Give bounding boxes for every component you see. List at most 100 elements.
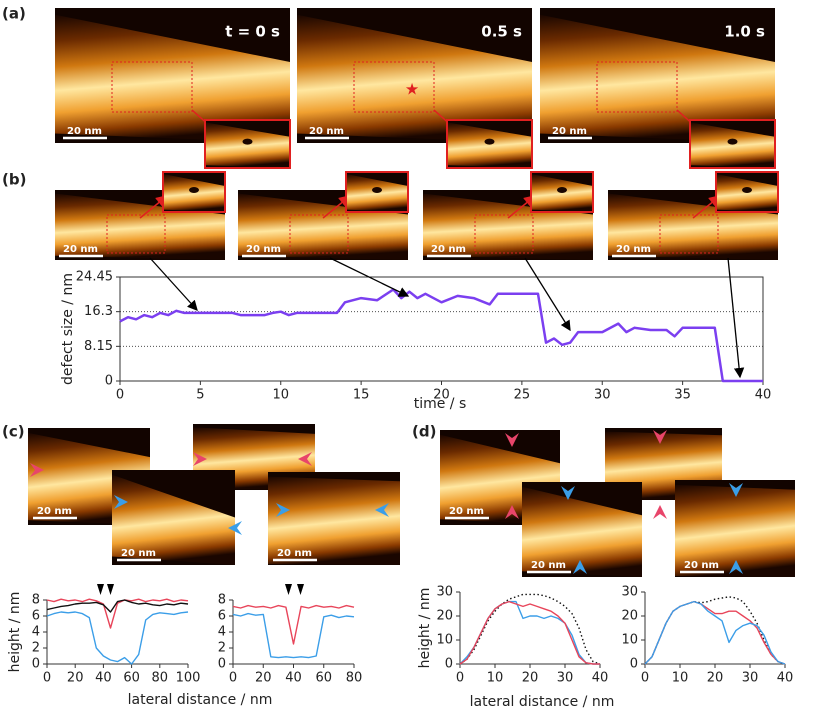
afm-image: 20 nm (268, 472, 400, 565)
region-box (289, 214, 349, 254)
scale-label: 20 nm (552, 126, 587, 137)
inset-border (530, 171, 594, 213)
marker-arrow (193, 452, 207, 466)
region-box (353, 61, 435, 113)
data-line (46, 599, 189, 613)
axes (232, 600, 354, 665)
y-tick-label: 0 (218, 657, 226, 672)
afm-image: 0.5 s 20 nm (297, 8, 532, 143)
x-tick-label: 25 (514, 388, 531, 403)
afm-image (715, 171, 779, 213)
x-axis-label: lateral distance / nm (128, 692, 273, 708)
y-tick-label: 24.45 (76, 270, 113, 285)
afm-image: t = 0 s 20 nm (55, 8, 290, 143)
panel-label: (c) (2, 423, 25, 441)
data-line (46, 598, 189, 629)
time-label: 0.5 s (481, 23, 522, 41)
marker-arrow (561, 486, 575, 500)
y-tick-label: 2 (32, 641, 40, 656)
marker-arrow (228, 521, 242, 535)
y-tick-label: 2 (218, 641, 226, 656)
scale-label: 20 nm (531, 560, 566, 571)
x-tick-label: 20 (707, 671, 724, 686)
marker-arrow (729, 560, 743, 574)
y-tick-label: 10 (621, 633, 638, 648)
defect (189, 187, 199, 193)
line-chart: 0 10 20 30 0 10 20 30 40 height / nm lateral dista… (417, 585, 614, 711)
inset-border (204, 119, 291, 169)
marker-arrow (30, 463, 44, 477)
annotations (97, 257, 745, 595)
panel-label: (b) (2, 171, 26, 189)
marker-arrow (505, 433, 519, 447)
time-label: t = 0 s (225, 23, 280, 41)
y-tick-label: 10 (436, 633, 453, 648)
afm-images: t = 0 s 20 nm 0.5 s 20 nm 1.0 s 20 nm ★ 20 nm 20… (28, 8, 795, 577)
defect (372, 187, 382, 193)
line-chart: 0 10 20 30 0 10 20 30 40 (621, 585, 793, 686)
scale-label: 20 nm (431, 244, 466, 255)
y-tick-label: 6 (218, 609, 226, 624)
region-box (659, 214, 719, 254)
region-box (106, 214, 166, 254)
marker-arrow (375, 503, 389, 517)
y-axis-label: height / nm (417, 588, 433, 669)
defect (742, 187, 752, 193)
afm-image (345, 171, 409, 213)
x-tick-label: 0 (116, 388, 124, 403)
x-tick-label: 10 (672, 671, 689, 686)
y-tick-label: 30 (621, 585, 638, 600)
data-line (459, 600, 600, 665)
chevron (97, 584, 114, 595)
scale-label: 20 nm (67, 126, 102, 137)
axes (644, 592, 785, 665)
x-tick-label: 40 (592, 671, 609, 686)
image-band (522, 486, 642, 577)
x-tick-label: 80 (346, 671, 363, 686)
y-tick-label: 0 (445, 657, 453, 672)
x-tick-label: 10 (272, 388, 289, 403)
defect (727, 138, 738, 145)
afm-image (204, 119, 291, 169)
afm-image (162, 171, 226, 213)
plot-frame (119, 276, 764, 382)
panel-label: (d) (412, 423, 436, 441)
x-tick-label: 40 (755, 388, 772, 403)
x-tick-label: 35 (674, 388, 691, 403)
afm-image: 20 nm (522, 482, 642, 577)
scale-label: 20 nm (449, 506, 484, 517)
afm-image (530, 171, 594, 213)
scale-label: 20 nm (121, 548, 156, 559)
defect (484, 138, 495, 145)
y-tick-label: 20 (436, 609, 453, 624)
star: ★ (405, 80, 419, 99)
y-tick-label: 4 (32, 625, 40, 640)
scale-label: 20 nm (63, 244, 98, 255)
inset-border (162, 171, 226, 213)
image-band (297, 14, 532, 143)
defect (557, 187, 567, 193)
inset-border (345, 171, 409, 213)
y-axis-label: defect size / nm (60, 273, 76, 385)
time-label: 1.0 s (724, 23, 765, 41)
data-line (46, 611, 189, 665)
scale-label: 20 nm (246, 244, 281, 255)
image-band (112, 474, 235, 565)
image-band (205, 122, 290, 168)
data-line (232, 612, 355, 659)
x-tick-label: 20 (522, 671, 539, 686)
line-chart: 0 8.15 16.3 24.45 0 5 10 15 20 25 30 35 40 defect siz… (60, 270, 771, 413)
afm-image (446, 119, 533, 169)
marker-arrow (653, 505, 667, 519)
x-tick-label: 20 (67, 671, 84, 686)
arrow (727, 257, 745, 379)
y-tick-label: 8.15 (84, 339, 113, 354)
y-tick-label: 6 (32, 609, 40, 624)
arrow (149, 257, 198, 311)
afm-image: 20 nm (675, 480, 795, 577)
x-tick-label: 10 (487, 671, 504, 686)
inset-border (446, 119, 533, 169)
inset-border (715, 171, 779, 213)
afm-image (689, 119, 776, 169)
image-band (447, 122, 532, 168)
